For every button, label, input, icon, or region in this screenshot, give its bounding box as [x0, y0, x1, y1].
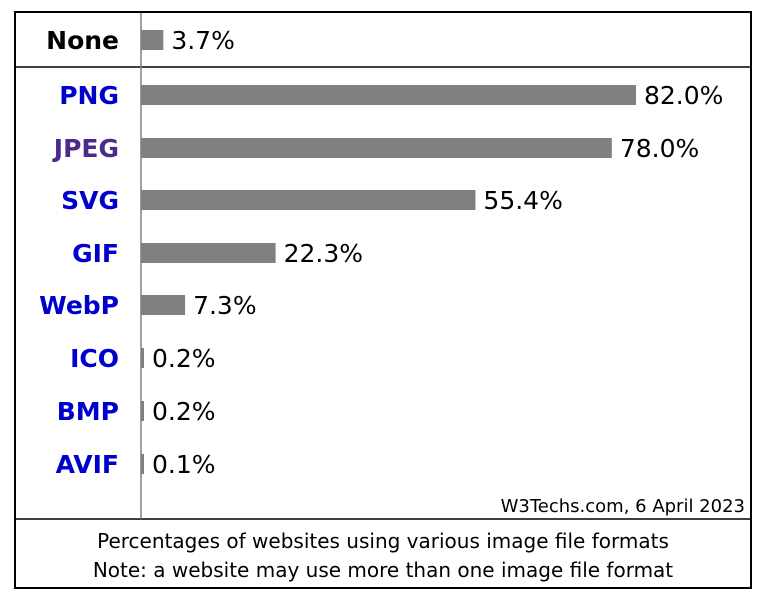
- bar-bmp: [141, 401, 144, 421]
- value-label-bmp: 0.2%: [152, 397, 216, 426]
- credit-text: W3Techs.com, 6 April 2023: [501, 496, 745, 517]
- category-label-gif[interactable]: GIF: [72, 239, 119, 268]
- bar-avif: [141, 454, 144, 474]
- category-label-ico[interactable]: ICO: [70, 344, 119, 373]
- category-label-avif[interactable]: AVIF: [56, 450, 119, 479]
- value-label-gif: 22.3%: [284, 239, 363, 268]
- category-label-png[interactable]: PNG: [59, 81, 119, 110]
- bar-none: [141, 30, 164, 50]
- caption-line-1: Percentages of websites using various im…: [97, 529, 669, 553]
- bar-svg: [141, 190, 476, 210]
- caption-line-2: Note: a website may use more than one im…: [93, 558, 673, 582]
- value-label-webp: 7.3%: [193, 291, 257, 320]
- bar-ico: [141, 348, 144, 368]
- bar-jpeg: [141, 138, 612, 158]
- value-label-jpeg: 78.0%: [620, 134, 699, 163]
- value-label-svg: 55.4%: [483, 186, 562, 215]
- category-label-bmp[interactable]: BMP: [57, 397, 119, 426]
- chart-frame: [14, 11, 752, 589]
- value-label-png: 82.0%: [644, 81, 723, 110]
- value-label-none: 3.7%: [171, 26, 235, 55]
- value-label-ico: 0.2%: [152, 344, 216, 373]
- category-label-none: None: [46, 26, 119, 55]
- bar-png: [141, 85, 636, 105]
- category-label-webp[interactable]: WebP: [39, 291, 119, 320]
- bar-webp: [141, 295, 186, 315]
- bar-gif: [141, 243, 276, 263]
- category-label-jpeg[interactable]: JPEG: [52, 134, 119, 163]
- category-label-svg[interactable]: SVG: [61, 186, 119, 215]
- bars-group: None 3.7% PNG 82.0% JPEG 78.0% SVG 55.4% GIF 22.3…: [39, 26, 723, 479]
- value-label-avif: 0.1%: [152, 450, 216, 479]
